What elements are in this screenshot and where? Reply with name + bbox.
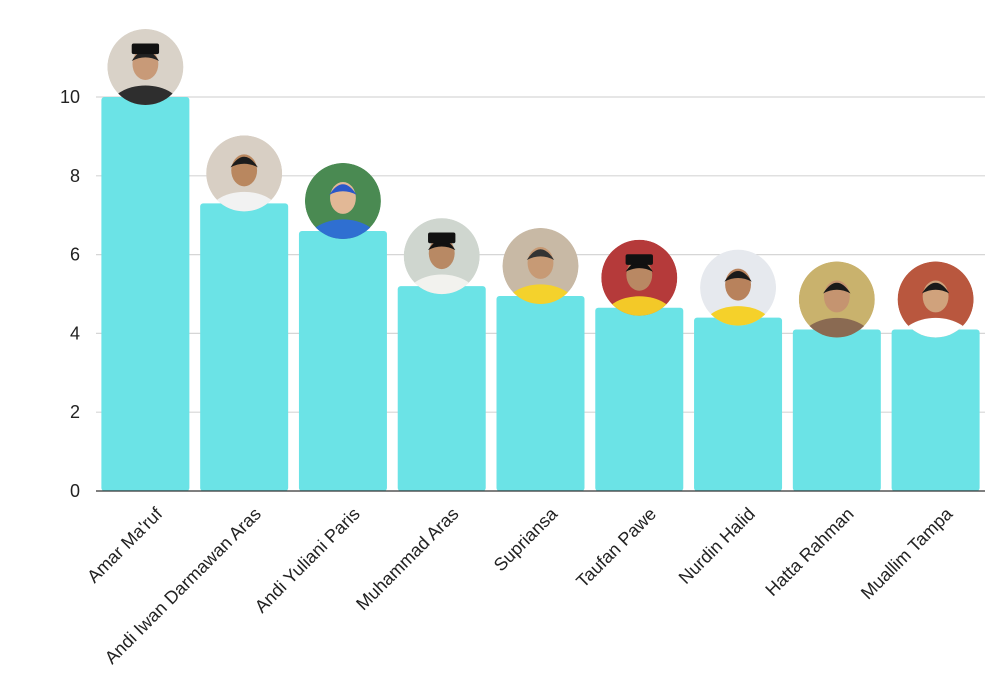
bar [200, 203, 289, 491]
bar [101, 97, 190, 491]
avatar [502, 227, 579, 304]
bar [496, 295, 585, 491]
avatar [206, 135, 283, 212]
y-tick-label: 8 [70, 166, 80, 186]
bar [595, 307, 684, 491]
bar [694, 317, 783, 491]
category-label: Muhammad Aras [352, 504, 462, 614]
y-tick-label: 0 [70, 481, 80, 501]
category-label: Muallim Tampa [857, 503, 957, 603]
y-tick-labels: 0 2 4 6 8 10 [60, 87, 80, 501]
bar [891, 329, 980, 491]
avatar-photos [107, 29, 974, 338]
category-label: Nurdin Halid [675, 504, 759, 588]
avatar [700, 249, 777, 326]
bar [298, 230, 387, 491]
avatar [304, 162, 381, 239]
category-label: Andi Yuliani Paris [251, 504, 364, 617]
y-tick-label: 2 [70, 402, 80, 422]
y-tick-label: 10 [60, 87, 80, 107]
bars [101, 97, 980, 491]
category-label: Supriansa [490, 503, 562, 575]
y-tick-label: 4 [70, 323, 80, 343]
avatar [107, 29, 184, 105]
avatar [601, 239, 678, 316]
avatar [403, 218, 480, 295]
bar [792, 329, 881, 491]
category-label: Andi Iwan Darmawan Aras [101, 504, 265, 668]
category-label: Hatta Rahman [761, 504, 857, 600]
category-label: Taufan Pawe [572, 504, 660, 592]
category-label: Amar Ma'ruf [83, 503, 167, 587]
avatar [897, 261, 974, 338]
avatar [798, 261, 875, 338]
bar [397, 286, 486, 491]
y-tick-label: 6 [70, 245, 80, 265]
